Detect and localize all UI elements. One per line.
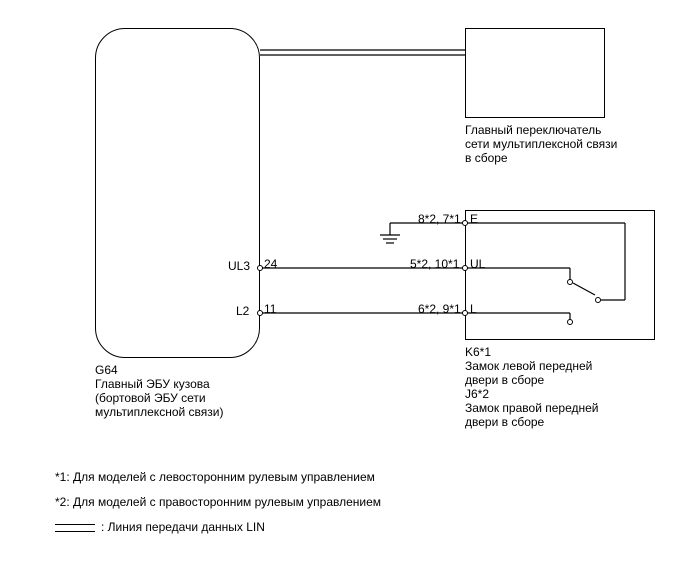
pin-lock-ul-num: 5*2, 10*1: [410, 257, 459, 272]
lock-id1: K6*1: [465, 345, 491, 360]
node-lock-e: [462, 220, 468, 226]
lin-symbol-icon: [55, 524, 95, 532]
pin-lock-e-num: 8*2, 7*1: [418, 212, 461, 227]
lock-id2: J6*2: [465, 387, 489, 402]
pin-lock-e-label: E: [470, 212, 478, 227]
ecu-line1: Главный ЭБУ кузова: [95, 377, 210, 392]
footnote-1: *1: Для моделей с левосторонним рулевым …: [55, 470, 375, 484]
wiring-diagram: UL3 24 L2 11 8*2, 7*1 E 5*2, 10*1 UL 6*2…: [50, 20, 670, 440]
pin-ecu-ul-num: 24: [264, 257, 277, 272]
pin-lock-ul-label: UL: [470, 257, 485, 272]
lock-desc1b: двери в сборе: [465, 373, 544, 388]
ecu-line2: (бортовой ЭБУ сети: [95, 391, 206, 406]
pin-ecu-ul-label: UL3: [228, 259, 250, 274]
node-ecu-ul: [257, 265, 263, 271]
footnote-2: *2: Для моделей с правосторонним рулевым…: [55, 495, 381, 509]
pin-lock-l-label: L: [470, 302, 477, 317]
ecu-id: G64: [95, 363, 118, 378]
switch-line2: сети мультиплексной связи: [465, 137, 617, 152]
pin-lock-l-num: 6*2, 9*1: [418, 302, 461, 317]
footnote-3: : Линия передачи данных LIN: [55, 520, 265, 534]
switch-line3: в сборе: [465, 151, 508, 166]
footnote-3-text: : Линия передачи данных LIN: [101, 520, 265, 534]
lock-desc2b: двери в сборе: [465, 415, 544, 430]
node-lock-l: [462, 310, 468, 316]
pin-ecu-l-num: 11: [264, 302, 276, 317]
lock-desc2a: Замок правой передней: [465, 401, 599, 416]
node-ecu-l: [257, 310, 263, 316]
switch-line1: Главный переключатель: [465, 123, 601, 138]
pin-ecu-l-label: L2: [236, 304, 249, 319]
node-lock-ul: [462, 265, 468, 271]
ecu-line3: мультиплексной связи): [95, 405, 223, 420]
lock-desc1a: Замок левой передней: [465, 359, 592, 374]
